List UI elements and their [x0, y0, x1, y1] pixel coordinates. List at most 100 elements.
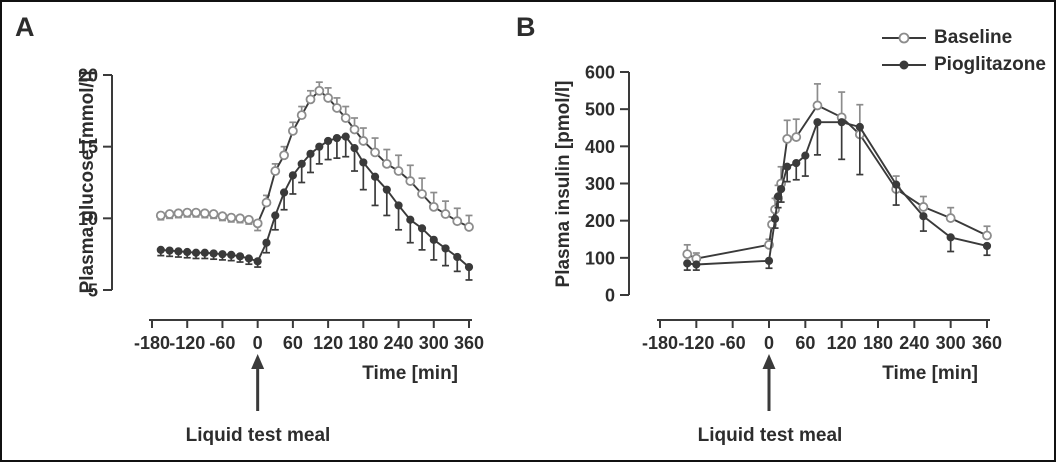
x-tick-label: 240 — [384, 333, 414, 353]
meal-arrow-head — [251, 354, 265, 369]
filled-data-point — [271, 211, 280, 220]
filled-data-point — [837, 118, 846, 127]
open-data-point — [682, 249, 693, 260]
series-pioglitazone — [683, 118, 992, 271]
open-data-point — [217, 211, 228, 222]
filled-data-point — [209, 249, 218, 258]
filled-data-point — [183, 247, 192, 257]
x-tick-label: 120 — [827, 333, 857, 353]
x-tick-label: 0 — [253, 333, 263, 353]
open-data-point — [182, 207, 193, 218]
x-tick-label: 0 — [764, 333, 774, 353]
filled-data-point — [324, 136, 333, 146]
meal-arrow-head — [762, 354, 776, 369]
filled-data-point — [683, 259, 692, 268]
x-tick-label: 300 — [936, 333, 966, 353]
filled-data-point — [341, 132, 350, 141]
open-data-point — [428, 201, 439, 212]
filled-data-point — [783, 162, 792, 171]
open-data-point — [279, 150, 289, 161]
filled-data-point — [370, 172, 380, 181]
open-data-point — [296, 110, 307, 121]
filled-circle-marker-icon — [882, 60, 926, 69]
panel-label-a: A — [15, 12, 35, 42]
open-data-point — [464, 222, 474, 232]
series-baseline — [155, 81, 474, 232]
filled-data-point — [764, 256, 774, 265]
x-tick-label: 180 — [863, 333, 893, 353]
filled-data-point — [288, 171, 297, 180]
open-data-point — [164, 209, 175, 219]
filled-data-point — [417, 224, 427, 233]
open-data-point — [393, 166, 404, 176]
y-tick-label: 5 — [88, 281, 98, 301]
y-axis-title-glucose: Plasma glucose [mmol/l] — [77, 70, 98, 294]
y-tick-label: 500 — [585, 100, 615, 120]
filled-data-point — [464, 262, 474, 272]
filled-data-point — [919, 212, 928, 221]
x-tick-label: 240 — [899, 333, 929, 353]
y-tick-label: 300 — [585, 174, 615, 194]
filled-data-point — [297, 159, 306, 168]
meal-annotation-b: Liquid test meal — [697, 425, 843, 446]
filled-data-point — [174, 247, 183, 256]
filled-data-point — [892, 180, 901, 189]
series-line-baseline — [160, 89, 470, 228]
filled-data-point — [406, 215, 415, 224]
x-tick-label: 360 — [972, 333, 1002, 353]
open-data-point — [208, 209, 219, 219]
legend-item-pioglitazone: Pioglitazone — [881, 51, 1046, 78]
x-tick-label: 120 — [313, 333, 343, 353]
filled-data-point — [253, 257, 262, 266]
filled-data-point — [306, 149, 315, 158]
y-tick-label: 100 — [585, 248, 615, 268]
panel-a-chart: 5 10 15 20 -180 -120 -60 0 60 120 180 240 300 360 — [78, 66, 484, 411]
filled-data-point — [244, 254, 253, 263]
meal-annotation-a: Liquid test meal — [185, 425, 331, 446]
filled-data-point — [235, 252, 245, 261]
legend-label-baseline: Baseline — [934, 26, 1013, 48]
x-tick-label: 60 — [795, 333, 815, 353]
open-data-point — [782, 133, 793, 144]
open-data-point — [235, 213, 245, 224]
x-tick-label: -180 — [134, 333, 170, 353]
legend-label-pioglitazone: Pioglitazone — [934, 53, 1046, 75]
y-tick-label: 0 — [605, 286, 615, 306]
open-data-point — [349, 124, 360, 135]
open-data-point — [381, 158, 392, 169]
legend: Baseline Pioglitazone — [881, 24, 1046, 78]
x-tick-label: 360 — [454, 333, 484, 353]
open-data-point — [440, 209, 451, 219]
open-data-point — [314, 85, 325, 96]
open-data-point — [812, 100, 823, 111]
filled-data-point — [801, 151, 810, 160]
x-tick-label: -120 — [169, 333, 205, 353]
filled-data-point — [227, 250, 236, 259]
open-data-point — [305, 94, 316, 105]
x-axis-title-a: Time [min] — [362, 363, 458, 384]
filled-data-point — [332, 133, 342, 143]
x-tick-label: -60 — [720, 333, 746, 353]
y-tick-label: 20 — [78, 66, 98, 86]
y-tick-label: 10 — [78, 209, 98, 229]
y-tick-label: 15 — [78, 137, 98, 157]
filled-data-point — [262, 238, 271, 247]
x-axis-title-b: Time [min] — [882, 363, 978, 384]
open-data-point — [252, 218, 263, 229]
filled-data-point — [165, 246, 174, 255]
open-data-point — [270, 166, 281, 176]
filled-data-point — [218, 250, 227, 259]
open-data-point — [287, 125, 298, 136]
filled-data-point — [429, 235, 438, 244]
filled-data-point — [350, 144, 359, 153]
filled-data-point — [770, 214, 780, 223]
open-data-point — [155, 210, 166, 221]
y-axis-title-insulin: Plasma insulin [pmol/l] — [553, 80, 574, 288]
filled-data-point — [777, 184, 786, 194]
open-data-point — [243, 214, 254, 225]
filled-data-point — [792, 158, 801, 168]
panel-b-chart: 0 100 200 300 400 500 600 -180 -120 -60 0 60 120 180 2… — [585, 63, 1002, 411]
x-tick-label: 60 — [283, 333, 303, 353]
